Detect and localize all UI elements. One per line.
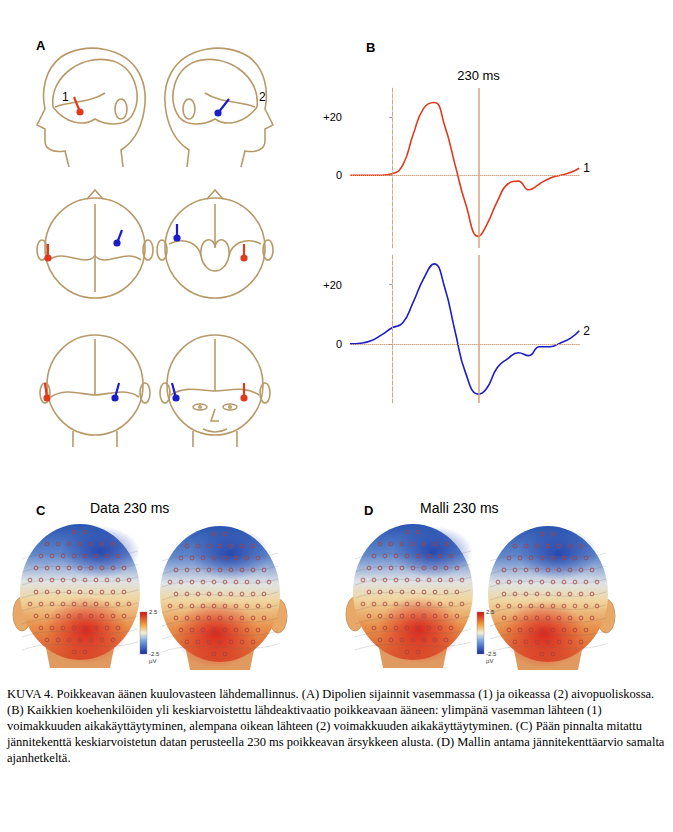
svg-text:Data 230 ms: Data 230 ms bbox=[90, 500, 169, 516]
svg-text:0: 0 bbox=[336, 169, 342, 181]
svg-text:µV: µV bbox=[486, 658, 493, 664]
svg-text:1: 1 bbox=[583, 161, 590, 175]
svg-text:Malli 230 ms: Malli 230 ms bbox=[420, 500, 499, 516]
svg-text:µV: µV bbox=[149, 658, 156, 664]
svg-text:2: 2 bbox=[583, 324, 590, 338]
svg-text:B: B bbox=[366, 40, 375, 55]
svg-text:C: C bbox=[36, 503, 46, 518]
svg-text:230 ms: 230 ms bbox=[457, 68, 500, 83]
svg-text:D: D bbox=[364, 503, 373, 518]
svg-text:2.5: 2.5 bbox=[149, 609, 158, 615]
svg-text:-2.5: -2.5 bbox=[149, 651, 160, 657]
svg-text:0: 0 bbox=[336, 338, 342, 350]
svg-text:+20: +20 bbox=[323, 111, 342, 123]
html-text:KUVA 4. Poikkeavan äänen kuulo: KUVA 4. Poikkeavan äänen kuulovasteen lä… bbox=[7, 687, 665, 765]
svg-text:1: 1 bbox=[62, 90, 69, 104]
svg-text:2.5: 2.5 bbox=[486, 609, 495, 615]
svg-text:A: A bbox=[36, 38, 46, 53]
svg-text:-2.5: -2.5 bbox=[486, 651, 497, 657]
svg-text:+20: +20 bbox=[323, 279, 342, 291]
svg-text:2: 2 bbox=[259, 90, 266, 104]
